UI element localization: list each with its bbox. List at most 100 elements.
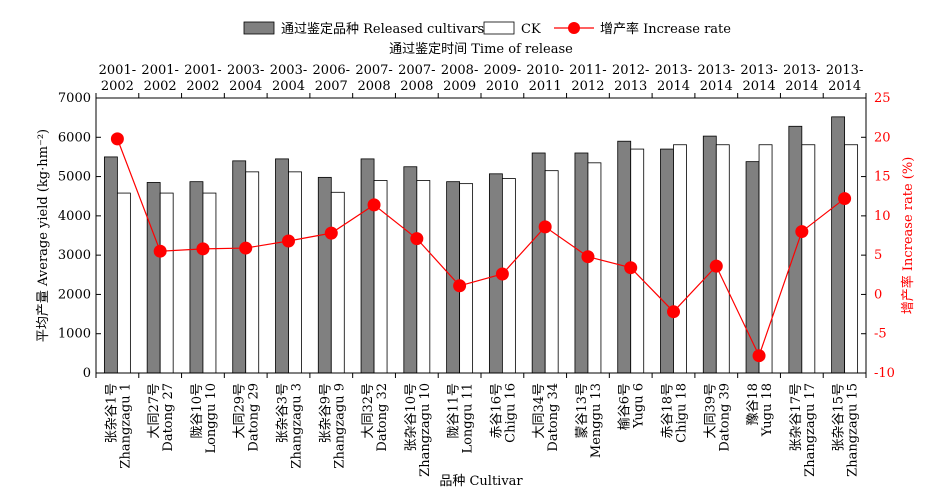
category-label: 豫谷18 Yugu 18: [746, 383, 775, 437]
release-time-label: 2003-: [227, 63, 264, 78]
ck-bar: [715, 144, 730, 374]
release-time-label: 2011: [529, 79, 562, 94]
ck-bar: [544, 170, 559, 374]
increase-rate-point: [752, 349, 766, 363]
ck-bar: [673, 144, 687, 374]
top-axis-title: 通过鉴定时间 Time of release: [389, 42, 573, 57]
category-label: 大同32号 Datong 32: [361, 383, 390, 452]
release-time-label: 2007-: [355, 63, 392, 78]
y2-tick-label: -10: [874, 366, 895, 381]
increase-rate-point: [453, 279, 467, 293]
release-time-label: 2007: [315, 79, 348, 94]
released-bar: [232, 160, 247, 374]
release-time-label: 2002: [186, 79, 219, 94]
category-label-en: Zhangzagu 3: [290, 383, 305, 469]
release-time-label: 2002: [144, 79, 177, 94]
released-bar: [403, 166, 418, 374]
category-label-en: Datong 27: [161, 383, 176, 452]
ck-bar: [844, 144, 859, 374]
category-label-en: Yugu 18: [760, 383, 775, 437]
y-tick-label: 2000: [58, 287, 91, 302]
legend-label-released: 通过鉴定品种 Released cultivars: [281, 22, 484, 37]
category-label-en: Longgu 11: [461, 383, 476, 454]
released-bar: [831, 116, 846, 374]
category-label: 大同34号 Datong 34: [532, 383, 561, 452]
category-label-en: Zhangzagu 15: [846, 383, 861, 477]
category-label: 榆谷6号 Yugu 6: [618, 383, 647, 430]
category-label-cn: 蒙谷13号: [575, 383, 590, 439]
release-time-label: 2003-: [270, 63, 307, 78]
category-label-cn: 榆谷6号: [618, 383, 633, 430]
y-tick-label: 5000: [58, 170, 91, 185]
category-label-cn: 大同34号: [532, 383, 547, 439]
category-label-en: Zhangzagu 17: [803, 383, 818, 477]
increase-rate-point: [196, 242, 210, 256]
category-label: 张杂谷10号 Zhangzagu 10: [404, 383, 433, 477]
category-label-en: Yugu 6: [632, 383, 647, 429]
category-label: 陇谷10号 Longgu 10: [190, 383, 219, 454]
ck-bar: [202, 192, 217, 374]
ck-bar: [288, 171, 302, 374]
category-label: 大同39号 Datong 39: [703, 383, 732, 452]
release-time-label: 2008: [400, 79, 433, 94]
increase-rate-point: [367, 198, 381, 212]
release-time-label: 2013-: [698, 63, 735, 78]
category-label-cn: 张杂谷10号: [404, 383, 419, 452]
category-label-cn: 大同32号: [361, 383, 376, 439]
increase-rate-point: [795, 225, 809, 239]
legend-swatch-released: [243, 21, 275, 35]
category-label-cn: 陇谷11号: [447, 383, 462, 439]
category-label: 张杂谷17号 Zhangzagu 17: [789, 383, 818, 477]
increase-rate-line: [116, 138, 845, 358]
category-label-en: Datong 32: [375, 383, 390, 452]
released-bar: [275, 158, 289, 374]
category-label-cn: 张杂谷9号: [318, 383, 333, 443]
ck-bar: [758, 144, 773, 374]
category-label: 赤谷16号 Chigu 16: [489, 383, 518, 443]
y-tick-label: 6000: [58, 130, 91, 145]
release-time-label: 2001-: [141, 63, 178, 78]
release-time-label: 2006-: [313, 63, 350, 78]
release-time-label: 2013: [614, 79, 647, 94]
release-time-label: 2012-: [612, 63, 649, 78]
y2-tick-label: 0: [874, 287, 882, 302]
category-label: 张杂谷9号 Zhangzagu 9: [318, 383, 347, 469]
category-label: 陇谷11号 Longgu 11: [447, 383, 476, 454]
increase-rate-point: [324, 226, 338, 240]
release-time-label: 2014: [657, 79, 690, 94]
category-label-en: Datong 29: [247, 383, 262, 452]
bars-group: [103, 116, 859, 374]
legend-label-ck: CK: [521, 22, 541, 37]
category-label: 大同27号 Datong 27: [147, 383, 176, 452]
category-label-cn: 大同29号: [233, 383, 248, 439]
category-label-cn: 赤谷18号: [661, 383, 676, 439]
ck-bar: [459, 183, 474, 374]
release-time-label: 2013-: [783, 63, 820, 78]
released-bar: [317, 176, 332, 374]
category-label-cn: 张杂谷1号: [104, 383, 119, 443]
increase-rate-point: [239, 241, 253, 255]
category-label: 张杂谷1号 Zhangzagu 1: [104, 383, 133, 469]
ck-bar: [416, 180, 431, 374]
released-bar: [103, 156, 118, 374]
y2-axis-title: 增产率 Increase rate (%): [900, 157, 916, 315]
y2-tick-label: 25: [874, 91, 891, 106]
category-label-cn: 张杂谷3号: [276, 383, 291, 443]
released-bar: [146, 182, 161, 374]
y-tick-label: 7000: [58, 91, 91, 106]
category-label-en: Zhangzagu 1: [118, 383, 133, 469]
category-label-cn: 陇谷10号: [190, 383, 205, 439]
release-time-label: 2007-: [398, 63, 435, 78]
category-label: 张杂谷3号 Zhangzagu 3: [276, 383, 305, 469]
increase-rate-point: [110, 132, 124, 146]
y-tick-label: 0: [83, 366, 91, 381]
increase-rate-point: [709, 259, 723, 273]
release-time-label: 2013-: [655, 63, 692, 78]
category-label-en: Chigu 18: [675, 383, 690, 443]
category-label-en: Menggu 13: [589, 383, 604, 458]
category-label-en: Datong 39: [717, 383, 732, 452]
release-time-label: 2002: [101, 79, 134, 94]
x-axis-title: 品种 Cultivar: [439, 474, 523, 489]
category-label-cn: 大同39号: [703, 383, 718, 439]
